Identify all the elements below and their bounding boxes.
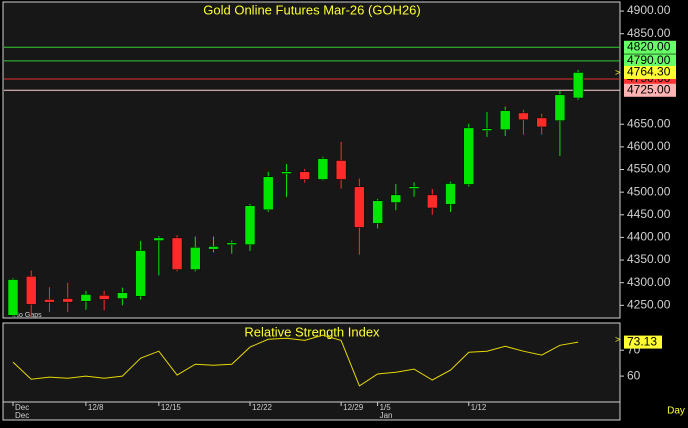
x-axis-panel	[2, 401, 621, 421]
candle-body	[208, 246, 219, 250]
x-tick-label: 12/15	[161, 403, 182, 412]
x-tick-label: 1/5	[380, 403, 392, 412]
note: No Gaps	[14, 312, 42, 319]
level-label-box	[624, 83, 676, 97]
candle-body	[554, 94, 566, 121]
candle-body	[44, 299, 55, 303]
x-unit: Day	[667, 406, 685, 417]
rsi-arrow: >	[615, 334, 620, 344]
candle-body	[244, 205, 256, 245]
price-panel	[2, 1, 621, 319]
level-label-box	[624, 54, 676, 68]
candle-body	[427, 194, 438, 209]
candle-body	[62, 298, 73, 303]
candle-body	[262, 176, 274, 211]
candle-body	[463, 127, 474, 185]
x-month-label: Jan	[380, 411, 393, 420]
level-label: 4790.00	[627, 53, 671, 67]
candle-body	[135, 250, 146, 297]
candle-body	[117, 292, 128, 299]
level-label-box	[624, 40, 676, 54]
chart-title: Gold Online Futures Mar-26 (GOH26)	[203, 2, 420, 17]
y-tick-label: 60	[627, 368, 641, 382]
x-tick-label: 12/22	[252, 403, 273, 412]
y-tick-label: 4300.00	[627, 275, 671, 289]
candle-body	[190, 247, 201, 270]
y-tick-label: 4250.00	[627, 297, 671, 311]
last-value-label: 73.13	[627, 334, 657, 348]
candle-body	[518, 112, 529, 120]
candle-body	[317, 158, 329, 180]
y-tick-label: 4400.00	[627, 230, 671, 244]
y-tick-label: 4650.00	[627, 116, 671, 130]
candle-body	[390, 194, 402, 203]
y-tick-label: 4500.00	[627, 184, 671, 198]
candle-body	[335, 160, 347, 180]
candle-body	[572, 72, 584, 99]
candle-body	[98, 295, 110, 300]
candle-body	[408, 186, 420, 189]
candle-body	[372, 200, 383, 224]
candle-body	[536, 117, 547, 128]
x-tick-label: Dec	[15, 403, 29, 412]
last-value-box	[624, 335, 662, 349]
candle-body	[80, 294, 92, 302]
y-tick-label: 4450.00	[627, 207, 671, 221]
y-tick-label: 4900.00	[627, 3, 671, 17]
x-tick-label: 1/12	[471, 403, 487, 412]
candle-body	[7, 279, 19, 316]
last-price-box	[624, 65, 676, 79]
candle-body	[153, 237, 165, 241]
last-price-label: 4764.30	[627, 65, 671, 79]
candle-body	[445, 183, 456, 205]
y-tick-label: 4850.00	[627, 26, 671, 40]
rsi-line	[12, 334, 579, 387]
candle-body	[226, 242, 238, 245]
candle-body	[299, 171, 310, 180]
candle-body	[499, 110, 511, 130]
rsi-title: Relative Strength Index	[244, 324, 380, 339]
rsi-panel	[2, 322, 621, 403]
y-tick-label: 4350.00	[627, 252, 671, 266]
price-arrow: >	[615, 67, 620, 77]
y-tick-label: 4600.00	[627, 139, 671, 153]
candle-body	[354, 186, 365, 228]
candle-body	[25, 276, 37, 305]
candle-body	[481, 128, 493, 131]
level-label: 4725.00	[627, 82, 671, 96]
level-label: 4820.00	[627, 39, 671, 53]
x-month-label: Dec	[15, 411, 29, 420]
candle-body	[171, 237, 183, 270]
x-tick-label: 12/8	[88, 403, 104, 412]
x-tick-label: 12/29	[343, 403, 364, 412]
candle-body	[281, 171, 292, 174]
y-tick-label: 4550.00	[627, 162, 671, 176]
